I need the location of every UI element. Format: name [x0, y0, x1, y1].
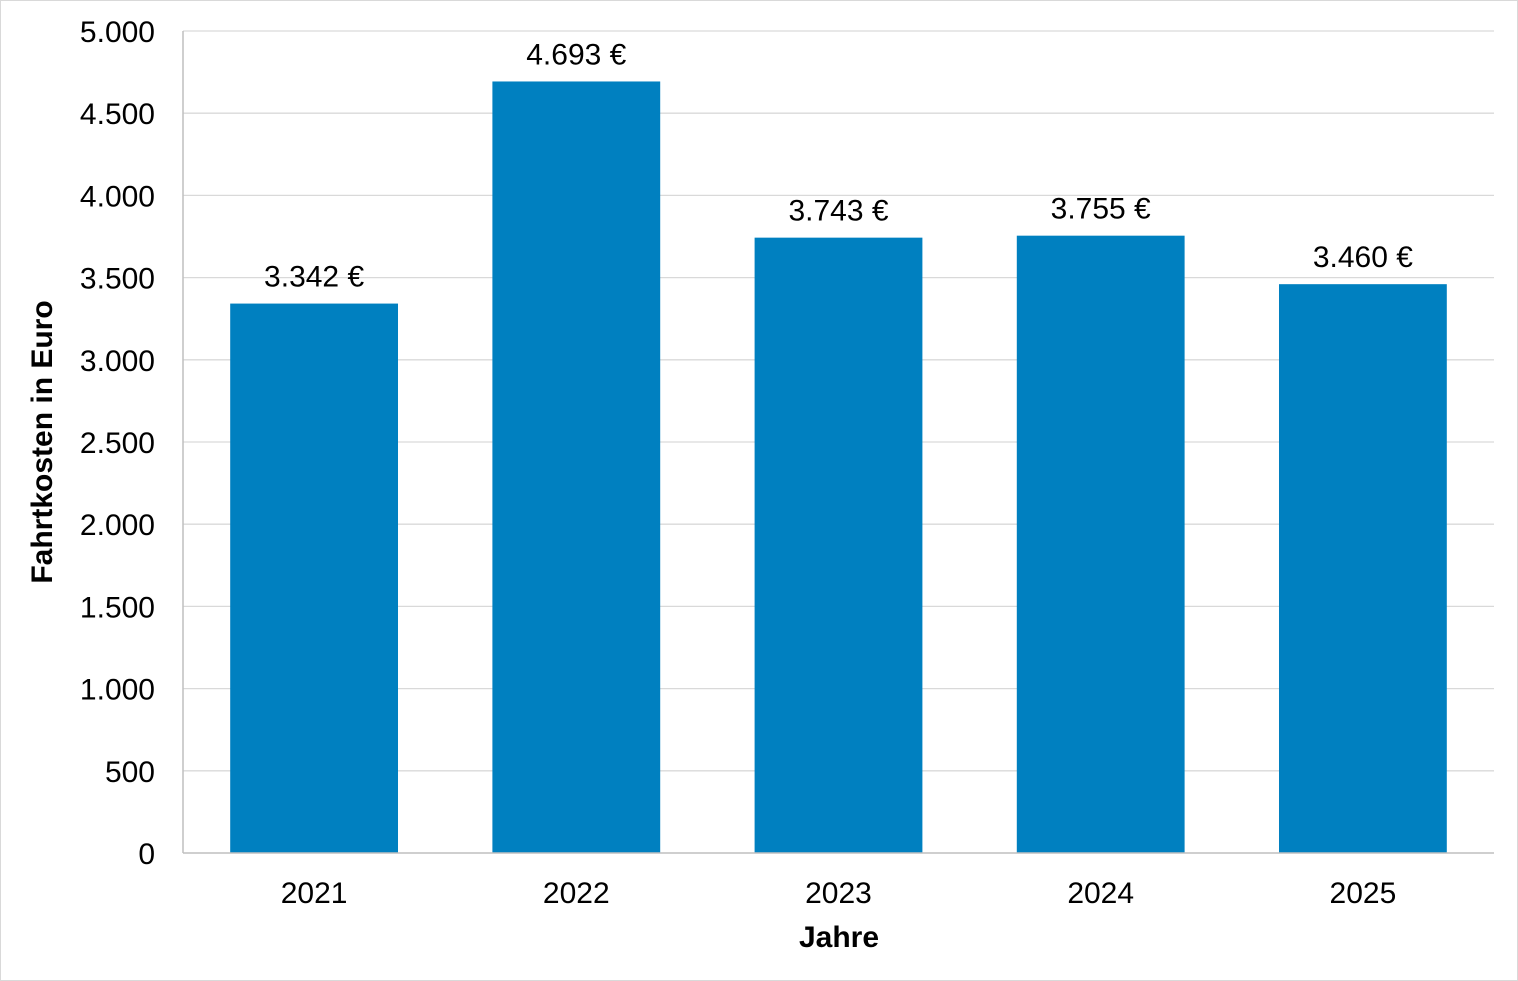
- x-tick-label: 2024: [1067, 877, 1134, 910]
- x-tick-labels: 2021 2022 2023 2024 2025: [281, 877, 1397, 910]
- axes: [182, 31, 1494, 854]
- bar-2024: [1016, 235, 1185, 854]
- y-tick-label: 2.000: [80, 509, 155, 542]
- y-axis-title: Fahrtkosten in Euro: [26, 300, 59, 583]
- y-tick-label: 1.500: [80, 591, 155, 624]
- bars: [230, 81, 1447, 854]
- data-label: 3.755 €: [1051, 193, 1151, 226]
- y-tick-label: 500: [105, 756, 155, 789]
- x-axis-title: Jahre: [799, 921, 879, 954]
- y-tick-label: 1.000: [80, 674, 155, 707]
- y-tick-label: 5.000: [80, 16, 155, 49]
- bar-2023: [754, 237, 923, 853]
- y-tick-label: 0: [138, 838, 155, 871]
- x-tick-label: 2021: [281, 877, 348, 910]
- y-tick-label: 3.000: [80, 345, 155, 378]
- bar-2025: [1278, 284, 1447, 853]
- data-labels: 3.342 € 4.693 € 3.743 € 3.755 € 3.460 €: [264, 38, 1413, 293]
- y-tick-label: 3.500: [80, 263, 155, 296]
- y-tick-label: 4.500: [80, 98, 155, 131]
- x-tick-label: 2022: [543, 877, 610, 910]
- x-tick-label: 2023: [805, 877, 872, 910]
- bar-2022: [492, 81, 661, 853]
- data-label: 4.693 €: [526, 38, 626, 71]
- bar-2021: [230, 303, 399, 853]
- data-label: 3.460 €: [1313, 241, 1413, 274]
- y-tick-label: 2.500: [80, 427, 155, 460]
- data-label: 3.342 €: [264, 261, 364, 294]
- x-tick-label: 2025: [1330, 877, 1397, 910]
- y-tick-labels: 0 500 1.000 1.500 2.000 2.500 3.000 3.500 4.000 4…: [80, 16, 155, 871]
- y-tick-label: 4.000: [80, 180, 155, 213]
- data-label: 3.743 €: [788, 195, 888, 228]
